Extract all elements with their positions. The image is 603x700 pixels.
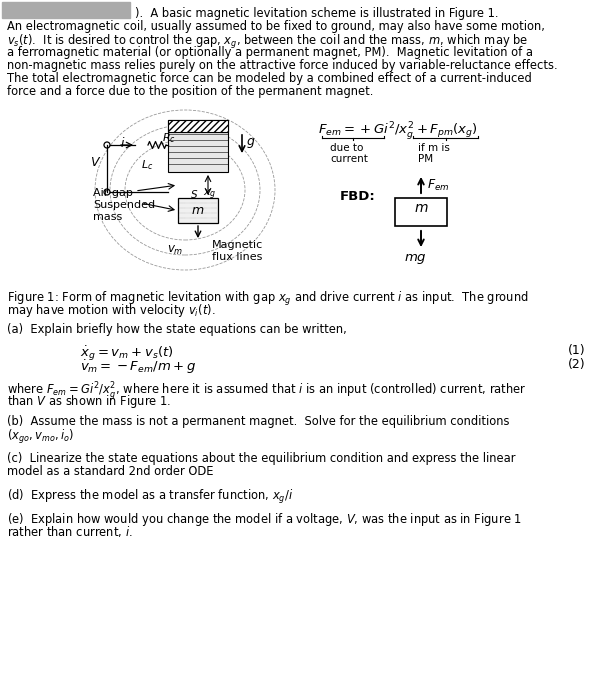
Bar	[2, 2, 130, 18]
Text: $R_c$: $R_c$	[162, 131, 176, 145]
Text: FBD:: FBD:	[340, 190, 376, 203]
Bar	[168, 132, 228, 172]
Text: Magnetic: Magnetic	[212, 240, 264, 250]
Text: Air gap: Air gap	[93, 188, 133, 198]
Text: $i$: $i$	[120, 136, 125, 150]
Text: Figure 1: Form of magnetic levitation with gap $x_g$ and drive current $i$ as in: Figure 1: Form of magnetic levitation wi…	[7, 290, 529, 308]
Text: ).  A basic magnetic levitation scheme is illustrated in Figure 1.: ). A basic magnetic levitation scheme is…	[135, 7, 499, 20]
Text: (c)  Linearize the state equations about the equilibrium condition and express t: (c) Linearize the state equations about …	[7, 452, 516, 465]
Text: than $V$ as shown in Figure 1.: than $V$ as shown in Figure 1.	[7, 393, 171, 410]
Text: rather than current, $i$.: rather than current, $i$.	[7, 524, 133, 539]
Text: $x_g$: $x_g$	[203, 188, 216, 202]
Text: $\dot{x}_g = v_m + v_s(t)$: $\dot{x}_g = v_m + v_s(t)$	[80, 344, 174, 363]
Text: $v_s(t)$.  It is desired to control the gap, $x_g$, between the coil and the mas: $v_s(t)$. It is desired to control the g…	[7, 33, 528, 51]
Text: $m$: $m$	[414, 201, 428, 215]
Text: $F_{em}$: $F_{em}$	[427, 178, 449, 193]
Text: $L_c$: $L_c$	[141, 158, 153, 172]
Bar	[168, 120, 228, 132]
Text: due to: due to	[330, 143, 364, 153]
Text: $V$: $V$	[90, 157, 101, 169]
Bar	[168, 120, 228, 132]
Bar	[178, 198, 218, 223]
Text: $F_{em} = +Gi^2/x_g^2 + F_{pm}(x_g)$: $F_{em} = +Gi^2/x_g^2 + F_{pm}(x_g)$	[318, 120, 478, 142]
Text: $v_m$: $v_m$	[167, 244, 183, 257]
Text: An electromagnetic coil, usually assumed to be fixed to ground, may also have so: An electromagnetic coil, usually assumed…	[7, 20, 545, 33]
Text: (2): (2)	[568, 358, 586, 371]
Text: current: current	[330, 154, 368, 164]
Text: (b)  Assume the mass is not a permanent magnet.  Solve for the equilibrium condi: (b) Assume the mass is not a permanent m…	[7, 415, 510, 428]
Text: PM: PM	[418, 154, 433, 164]
Text: (1): (1)	[568, 344, 586, 357]
Text: (a)  Explain briefly how the state equations can be written,: (a) Explain briefly how the state equati…	[7, 323, 347, 336]
Text: mass: mass	[93, 212, 122, 222]
Text: $m$: $m$	[191, 204, 204, 217]
Text: (d)  Express the model as a transfer function, $x_g/i$: (d) Express the model as a transfer func…	[7, 488, 294, 506]
Text: flux lines: flux lines	[212, 252, 262, 262]
Text: force and a force due to the position of the permanent magnet.: force and a force due to the position of…	[7, 85, 373, 98]
Text: non-magnetic mass relies purely on the attractive force induced by variable-relu: non-magnetic mass relies purely on the a…	[7, 59, 558, 72]
Text: (e)  Explain how would you change the model if a voltage, $V$, was the input as : (e) Explain how would you change the mod…	[7, 511, 522, 528]
Text: model as a standard 2nd order ODE: model as a standard 2nd order ODE	[7, 465, 213, 478]
Text: $S$: $S$	[190, 188, 198, 200]
Text: $\dot{v}_m = -F_{em}/m + g$: $\dot{v}_m = -F_{em}/m + g$	[80, 358, 196, 376]
Bar	[395, 198, 447, 226]
Text: The total electromagnetic force can be modeled by a combined effect of a current: The total electromagnetic force can be m…	[7, 72, 532, 85]
Text: may have motion with velocity $v_i(t)$.: may have motion with velocity $v_i(t)$.	[7, 302, 215, 319]
Text: Suspended: Suspended	[93, 200, 155, 210]
Text: if m is: if m is	[418, 143, 450, 153]
Text: where $F_{em} = Gi^2/x_g^2$, where here it is assumed that $i$ is an input (cont: where $F_{em} = Gi^2/x_g^2$, where here …	[7, 380, 526, 402]
Text: $g$: $g$	[246, 136, 256, 150]
Text: $(x_{go}, v_{mo}, i_o)$: $(x_{go}, v_{mo}, i_o)$	[7, 428, 74, 446]
Text: a ferromagnetic material (or optionally a permanent magnet, PM).  Magnetic levit: a ferromagnetic material (or optionally …	[7, 46, 533, 59]
Text: $mg$: $mg$	[404, 252, 427, 266]
